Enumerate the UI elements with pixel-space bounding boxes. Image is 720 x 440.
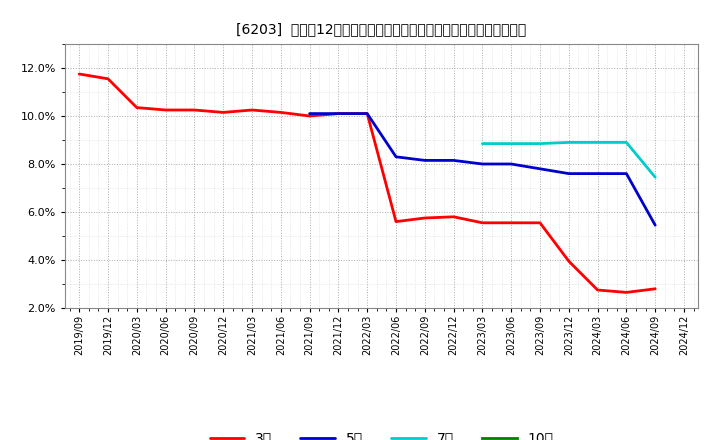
3年 <box>507 220 516 225</box>
5年 <box>363 111 372 116</box>
3年 <box>248 107 256 113</box>
3年 <box>564 259 573 264</box>
5年 <box>593 171 602 176</box>
3年 <box>190 107 199 113</box>
5年 <box>564 171 573 176</box>
7年 <box>622 140 631 145</box>
3年 <box>334 111 343 116</box>
7年 <box>507 141 516 146</box>
3年 <box>651 286 660 291</box>
5年 <box>622 171 631 176</box>
5年 <box>536 166 544 172</box>
Line: 3年: 3年 <box>79 74 655 293</box>
3年 <box>276 110 285 115</box>
3年 <box>305 114 314 119</box>
5年 <box>305 111 314 116</box>
3年 <box>104 76 112 81</box>
Legend: 3年, 5年, 7年, 10年: 3年, 5年, 7年, 10年 <box>204 426 559 440</box>
5年 <box>478 161 487 167</box>
3年 <box>420 215 429 220</box>
3年 <box>622 290 631 295</box>
3年 <box>593 287 602 293</box>
3年 <box>392 219 400 224</box>
7年 <box>564 140 573 145</box>
3年 <box>219 110 228 115</box>
Title: [6203]  売上高12か月移動合計の対前年同期増減率の標準偏差の推移: [6203] 売上高12か月移動合計の対前年同期増減率の標準偏差の推移 <box>236 22 527 36</box>
3年 <box>75 71 84 77</box>
3年 <box>536 220 544 225</box>
Line: 7年: 7年 <box>482 143 655 177</box>
7年 <box>593 140 602 145</box>
5年 <box>651 223 660 228</box>
3年 <box>449 214 458 220</box>
3年 <box>132 105 141 110</box>
3年 <box>478 220 487 225</box>
5年 <box>392 154 400 159</box>
7年 <box>478 141 487 146</box>
5年 <box>420 158 429 163</box>
7年 <box>536 141 544 146</box>
5年 <box>507 161 516 167</box>
7年 <box>651 175 660 180</box>
Line: 5年: 5年 <box>310 114 655 225</box>
5年 <box>334 111 343 116</box>
3年 <box>161 107 170 113</box>
5年 <box>449 158 458 163</box>
3年 <box>363 111 372 116</box>
